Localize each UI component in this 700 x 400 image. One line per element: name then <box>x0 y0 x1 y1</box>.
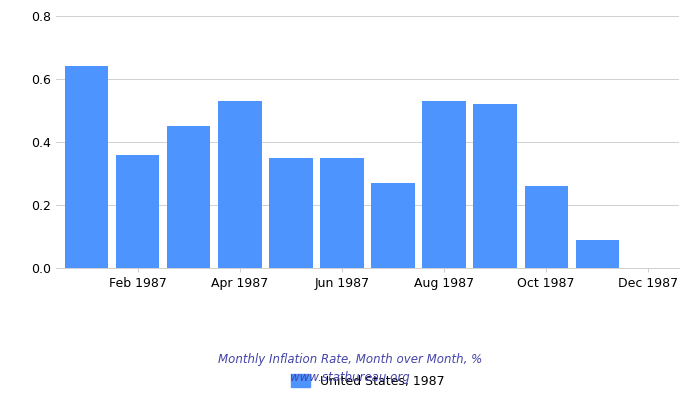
Bar <box>218 101 262 268</box>
Bar <box>65 66 108 268</box>
Bar <box>116 154 160 268</box>
Bar <box>422 101 466 268</box>
Text: Monthly Inflation Rate, Month over Month, %: Monthly Inflation Rate, Month over Month… <box>218 354 482 366</box>
Bar <box>167 126 211 268</box>
Bar <box>270 158 313 268</box>
Bar <box>575 240 619 268</box>
Bar <box>371 183 414 268</box>
Bar <box>524 186 568 268</box>
Bar <box>321 158 364 268</box>
Text: www.statbureau.org: www.statbureau.org <box>290 372 410 384</box>
Legend: United States, 1987: United States, 1987 <box>286 369 449 393</box>
Bar <box>473 104 517 268</box>
